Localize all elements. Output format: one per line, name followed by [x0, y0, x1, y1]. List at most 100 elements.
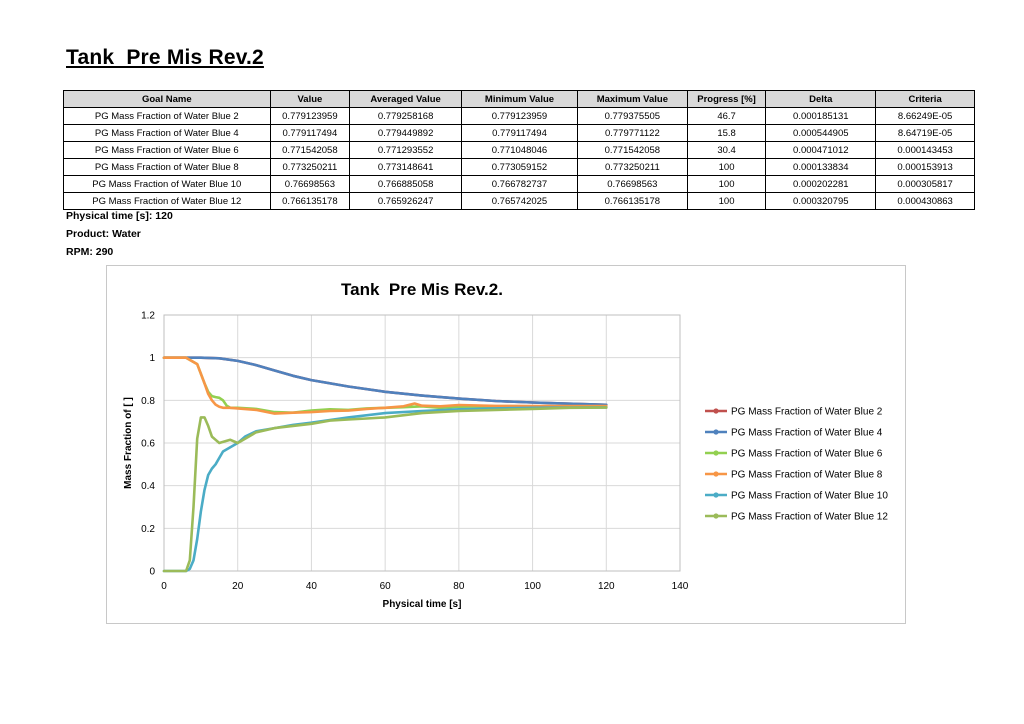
- y-axis-title: Mass Fraction of [ ]: [123, 397, 134, 489]
- x-tick-label: 80: [453, 581, 465, 592]
- cell-value: 0.771542058: [269, 141, 351, 159]
- legend-label: PG Mass Fraction of Water Blue 12: [731, 512, 888, 523]
- y-tick-label: 0.8: [141, 396, 155, 407]
- cell-minimum-value: 0.773059152: [461, 158, 578, 176]
- x-tick-label: 100: [524, 581, 541, 592]
- cell-value: 0.779117494: [269, 124, 351, 142]
- cell-goal-name: PG Mass Fraction of Water Blue 10: [63, 175, 271, 193]
- physical-time-label: Physical time [s]: 120: [66, 210, 173, 222]
- cell-value: 0.766135178: [269, 192, 351, 210]
- y-tick-label: 0.4: [141, 481, 155, 492]
- legend-marker: [713, 492, 719, 498]
- document-title: Tank Pre Mis Rev.2: [66, 46, 264, 69]
- cell-progress: 46.7: [686, 107, 767, 125]
- cell-minimum-value: 0.771048046: [461, 141, 578, 159]
- cell-progress: 100: [686, 192, 767, 210]
- cell-averaged-value: 0.766885058: [349, 175, 463, 193]
- cell-maximum-value: 0.771542058: [576, 141, 688, 159]
- cell-delta: 0.000133834: [765, 158, 877, 176]
- legend-marker: [713, 471, 719, 477]
- legend-marker: [713, 513, 719, 519]
- cell-criteria: 0.000305817: [875, 175, 975, 193]
- cell-maximum-value: 0.773250211: [576, 158, 688, 176]
- x-tick-label: 0: [161, 581, 167, 592]
- table-header-row: Goal Name Value Averaged Value Minimum V…: [63, 90, 975, 108]
- legend-label: PG Mass Fraction of Water Blue 2: [731, 407, 883, 418]
- legend-label: PG Mass Fraction of Water Blue 10: [731, 491, 888, 502]
- header-minimum-value: Minimum Value: [461, 90, 578, 108]
- cell-averaged-value: 0.771293552: [349, 141, 463, 159]
- cell-delta: 0.000320795: [765, 192, 877, 210]
- cell-delta: 0.000202281: [765, 175, 877, 193]
- cell-criteria: 8.66249E-05: [875, 107, 975, 125]
- header-delta: Delta: [765, 90, 877, 108]
- cell-delta: 0.000471012: [765, 141, 877, 159]
- cell-goal-name: PG Mass Fraction of Water Blue 12: [63, 192, 271, 210]
- legend-label: PG Mass Fraction of Water Blue 8: [731, 470, 883, 481]
- cell-maximum-value: 0.766135178: [576, 192, 688, 210]
- cell-value: 0.76698563: [269, 175, 351, 193]
- x-tick-label: 120: [598, 581, 615, 592]
- series-line-2: [162, 356, 608, 407]
- cell-progress: 30.4: [686, 141, 767, 159]
- cell-criteria: 0.000153913: [875, 158, 975, 176]
- cell-value: 0.779123959: [269, 107, 351, 125]
- header-goal-name: Goal Name: [63, 90, 271, 108]
- cell-progress: 100: [686, 175, 767, 193]
- table-row: PG Mass Fraction of Water Blue 6 0.77154…: [63, 141, 975, 159]
- legend-marker: [713, 408, 719, 414]
- table-row: PG Mass Fraction of Water Blue 2 0.77912…: [63, 107, 975, 125]
- cell-maximum-value: 0.779375505: [576, 107, 688, 125]
- legend-label: PG Mass Fraction of Water Blue 4: [731, 428, 883, 439]
- header-criteria: Criteria: [875, 90, 975, 108]
- series-line-4: [162, 356, 608, 415]
- cell-value: 0.773250211: [269, 158, 351, 176]
- cell-averaged-value: 0.773148641: [349, 158, 463, 176]
- cell-progress: 15.8: [686, 124, 767, 142]
- cell-averaged-value: 0.779449892: [349, 124, 463, 142]
- x-axis-title: Physical time [s]: [383, 599, 462, 610]
- y-tick-label: 0.6: [141, 439, 155, 450]
- cell-criteria: 0.000143453: [875, 141, 975, 159]
- cell-goal-name: PG Mass Fraction of Water Blue 6: [63, 141, 271, 159]
- rpm-label: RPM: 290: [66, 246, 114, 258]
- series-line-6: [162, 406, 608, 573]
- x-tick-label: 60: [380, 581, 392, 592]
- plot-area: [163, 314, 681, 572]
- header-progress: Progress [%]: [686, 90, 767, 108]
- cell-delta: 0.000185131: [765, 107, 877, 125]
- table-row: PG Mass Fraction of Water Blue 8 0.77325…: [63, 158, 975, 176]
- header-averaged-value: Averaged Value: [349, 90, 463, 108]
- x-tick-label: 140: [672, 581, 689, 592]
- cell-averaged-value: 0.765926247: [349, 192, 463, 210]
- cell-goal-name: PG Mass Fraction of Water Blue 2: [63, 107, 271, 125]
- chart-title: Tank Pre Mis Rev.2.: [341, 280, 503, 299]
- legend-marker: [713, 450, 719, 456]
- cell-maximum-value: 0.779771122: [576, 124, 688, 142]
- table-row: PG Mass Fraction of Water Blue 10 0.7669…: [63, 175, 975, 193]
- x-tick-label: 40: [306, 581, 318, 592]
- cell-progress: 100: [686, 158, 767, 176]
- cell-delta: 0.000544905: [765, 124, 877, 142]
- goals-table: Goal Name Value Averaged Value Minimum V…: [63, 90, 975, 210]
- y-tick-label: 1.2: [141, 311, 155, 322]
- cell-goal-name: PG Mass Fraction of Water Blue 4: [63, 124, 271, 142]
- line-chart: Tank Pre Mis Rev.2. 0 0.2 0.4 0.6 0.8 1 1.2 0 20 4…: [123, 280, 888, 610]
- cell-averaged-value: 0.779258168: [349, 107, 463, 125]
- cell-maximum-value: 0.76698563: [576, 175, 688, 193]
- header-value: Value: [269, 90, 351, 108]
- x-tick-label: 20: [232, 581, 244, 592]
- legend-marker: [713, 429, 719, 435]
- table-row: PG Mass Fraction of Water Blue 4 0.77911…: [63, 124, 975, 142]
- cell-minimum-value: 0.766782737: [461, 175, 578, 193]
- cell-goal-name: PG Mass Fraction of Water Blue 8: [63, 158, 271, 176]
- cell-criteria: 8.64719E-05: [875, 124, 975, 142]
- y-tick-label: 0: [149, 567, 155, 578]
- product-label: Product: Water: [66, 228, 141, 240]
- cell-minimum-value: 0.779123959: [461, 107, 578, 125]
- legend-label: PG Mass Fraction of Water Blue 6: [731, 449, 883, 460]
- y-tick-label: 1: [149, 353, 155, 364]
- y-tick-label: 0.2: [141, 524, 155, 535]
- header-maximum-value: Maximum Value: [576, 90, 688, 108]
- chart-container: Tank Pre Mis Rev.2. 0 0.2 0.4 0.6 0.8 1 1.2 0 20 4…: [106, 265, 906, 624]
